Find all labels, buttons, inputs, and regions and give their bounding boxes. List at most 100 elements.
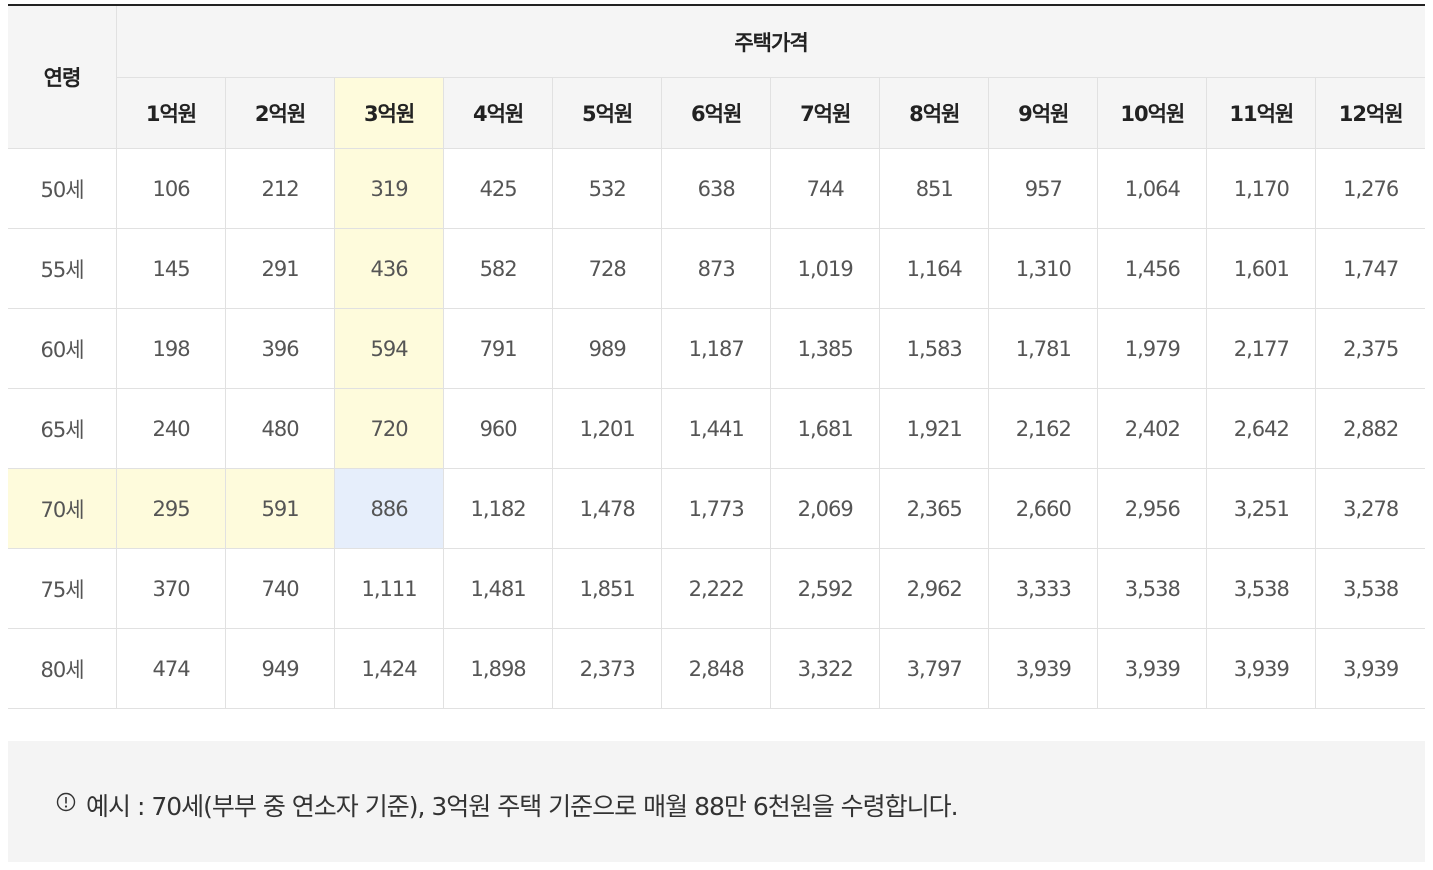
pension-amount-cell: 1,601	[1206, 228, 1317, 309]
price-column-header: 3억원	[334, 77, 445, 149]
age-column-header: 연령	[8, 5, 117, 149]
price-column-header: 9억원	[988, 77, 1099, 149]
pension-amount-cell: 851	[879, 148, 990, 229]
pension-amount-cell: 291	[225, 228, 336, 309]
pension-amount-cell: 3,538	[1206, 548, 1317, 629]
pension-amount-cell: 145	[116, 228, 227, 309]
pension-amount-cell: 1,310	[988, 228, 1099, 309]
pension-amount-cell: 1,276	[1315, 148, 1425, 229]
price-column-header: 11억원	[1206, 77, 1317, 149]
pension-amount-cell: 474	[116, 628, 227, 709]
pension-amount-cell: 960	[443, 388, 554, 469]
pension-amount-cell: 3,278	[1315, 468, 1425, 549]
pension-amount-cell: 728	[552, 228, 663, 309]
pension-amount-cell: 1,478	[552, 468, 663, 549]
price-column-header: 7억원	[770, 77, 881, 149]
age-cell: 60세	[8, 308, 117, 389]
pension-amount-cell: 212	[225, 148, 336, 229]
table-row: 55세 145 291 436 582 728 873 1,019 1,164 1,310 1,45…	[8, 228, 1425, 309]
pension-amount-cell: 886	[334, 468, 445, 549]
pension-amount-cell: 1,170	[1206, 148, 1317, 229]
pension-amount-cell: 3,939	[1315, 628, 1425, 709]
pension-amount-cell: 791	[443, 308, 554, 389]
price-column-header: 4억원	[443, 77, 554, 149]
age-cell: 50세	[8, 148, 117, 229]
pension-amount-cell: 319	[334, 148, 445, 229]
pension-amount-cell: 2,177	[1206, 308, 1317, 389]
pension-amount-cell: 1,851	[552, 548, 663, 629]
pension-amount-cell: 582	[443, 228, 554, 309]
table-row: 60세 198 396 594 791 989 1,187 1,385 1,583 1,781 1,…	[8, 308, 1425, 389]
pension-amount-cell: 3,538	[1315, 548, 1425, 629]
pension-amount-cell: 2,365	[879, 468, 990, 549]
pension-amount-cell: 1,481	[443, 548, 554, 629]
pension-amount-cell: 1,182	[443, 468, 554, 549]
pension-amount-cell: 2,592	[770, 548, 881, 629]
age-cell: 80세	[8, 628, 117, 709]
pension-amount-cell: 1,164	[879, 228, 990, 309]
pension-amount-cell: 2,069	[770, 468, 881, 549]
pension-amount-cell: 1,781	[988, 308, 1099, 389]
pension-amount-cell: 2,882	[1315, 388, 1425, 469]
table-body: 50세 106 212 319 425 532 638 744 851 957 1,064 1,170…	[8, 148, 1425, 709]
pension-amount-cell: 1,681	[770, 388, 881, 469]
pension-amount-cell: 989	[552, 308, 663, 389]
pension-amount-cell: 1,424	[334, 628, 445, 709]
pension-amount-cell: 2,222	[661, 548, 772, 629]
pension-amount-cell: 436	[334, 228, 445, 309]
pension-amount-cell: 1,385	[770, 308, 881, 389]
age-cell: 70세	[8, 468, 117, 549]
age-cell: 55세	[8, 228, 117, 309]
pension-amount-cell: 1,979	[1097, 308, 1208, 389]
example-note-content: 예시 : 70세(부부 중 연소자 기준), 3억원 주택 기준으로 매월 88…	[56, 787, 959, 823]
pension-amount-cell: 3,939	[1206, 628, 1317, 709]
price-group-header: 주택가격	[116, 5, 1425, 78]
pension-amount-cell: 873	[661, 228, 772, 309]
table-header-row: 연령 주택가격	[8, 5, 1425, 149]
pension-amount-cell: 2,162	[988, 388, 1099, 469]
price-column-header: 12억원	[1315, 77, 1425, 149]
pension-amount-cell: 1,111	[334, 548, 445, 629]
pension-amount-cell: 396	[225, 308, 336, 389]
pension-amount-cell: 638	[661, 148, 772, 229]
pension-amount-cell: 594	[334, 308, 445, 389]
pension-amount-cell: 3,251	[1206, 468, 1317, 549]
pension-amount-cell: 949	[225, 628, 336, 709]
table-row: 50세 106 212 319 425 532 638 744 851 957 1,064 1,170…	[8, 148, 1425, 229]
pension-amount-cell: 1,921	[879, 388, 990, 469]
pension-amount-cell: 2,956	[1097, 468, 1208, 549]
pension-amount-cell: 1,773	[661, 468, 772, 549]
pension-amount-cell: 957	[988, 148, 1099, 229]
pension-amount-cell: 3,322	[770, 628, 881, 709]
pension-amount-cell: 740	[225, 548, 336, 629]
table-row: 65세 240 480 720 960 1,201 1,441 1,681 1,921 2,162…	[8, 388, 1425, 469]
pension-amount-cell: 1,898	[443, 628, 554, 709]
pension-amount-cell: 1,583	[879, 308, 990, 389]
pension-amount-cell: 240	[116, 388, 227, 469]
pension-amount-cell: 2,962	[879, 548, 990, 629]
price-column-header: 5억원	[552, 77, 663, 149]
pension-amount-cell: 591	[225, 468, 336, 549]
price-column-header: 1억원	[116, 77, 227, 149]
pension-amount-cell: 198	[116, 308, 227, 389]
pension-amount-cell: 2,373	[552, 628, 663, 709]
table-row: 80세 474 949 1,424 1,898 2,373 2,848 3,322 3,797 3…	[8, 628, 1425, 709]
pension-table: 연령 주택가격 1억원 2억원 3억원 4억원 5억원 6억원 7억원 8억원 9억원 10억원 1…	[8, 4, 1425, 709]
example-note: 예시 : 70세(부부 중 연소자 기준), 3억원 주택 기준으로 매월 88…	[8, 741, 1425, 862]
pension-amount-cell: 1,019	[770, 228, 881, 309]
pension-table-container: 연령 주택가격 1억원 2억원 3억원 4억원 5억원 6억원 7억원 8억원 9억원 10억원 1…	[8, 4, 1425, 709]
pension-amount-cell: 480	[225, 388, 336, 469]
pension-amount-cell: 720	[334, 388, 445, 469]
pension-amount-cell: 3,939	[1097, 628, 1208, 709]
pension-amount-cell: 532	[552, 148, 663, 229]
pension-amount-cell: 1,187	[661, 308, 772, 389]
table-row: 75세 370 740 1,111 1,481 1,851 2,222 2,592 2,962 3…	[8, 548, 1425, 629]
pension-amount-cell: 1,441	[661, 388, 772, 469]
pension-amount-cell: 425	[443, 148, 554, 229]
pension-amount-cell: 1,064	[1097, 148, 1208, 229]
price-header-row: 1억원 2억원 3억원 4억원 5억원 6억원 7억원 8억원 9억원 10억원 11억원 12억원	[8, 77, 1425, 149]
age-cell: 65세	[8, 388, 117, 469]
pension-amount-cell: 2,642	[1206, 388, 1317, 469]
table-row: 70세 295 591 886 1,182 1,478 1,773 2,069 2,365 2,6…	[8, 468, 1425, 549]
pension-amount-cell: 1,747	[1315, 228, 1425, 309]
